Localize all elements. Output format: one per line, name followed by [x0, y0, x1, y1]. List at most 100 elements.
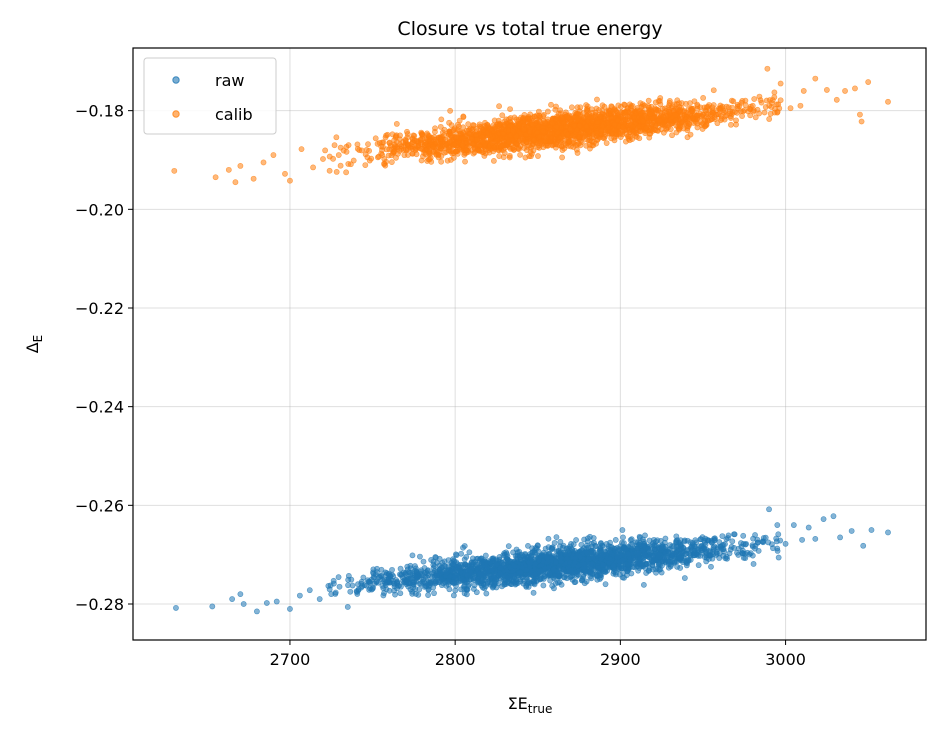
point-raw — [769, 541, 775, 548]
point-raw — [380, 592, 387, 599]
point-raw — [482, 552, 489, 559]
scatter-points — [171, 65, 891, 615]
point-calib — [366, 157, 373, 164]
point-raw — [766, 506, 772, 513]
point-raw — [581, 580, 588, 587]
point-raw — [254, 608, 260, 615]
point-raw — [391, 587, 398, 594]
point-calib — [424, 132, 431, 138]
point-calib — [473, 126, 480, 132]
point-calib — [488, 140, 495, 147]
point-raw — [450, 592, 457, 599]
point-raw — [483, 590, 490, 597]
point-raw — [536, 557, 542, 564]
point-raw — [344, 604, 351, 610]
point-raw — [607, 539, 613, 546]
point-calib — [603, 140, 610, 147]
point-raw — [553, 559, 559, 566]
legend-label-raw: raw — [215, 71, 244, 90]
point-calib — [391, 143, 398, 149]
point-calib — [333, 168, 340, 175]
point-calib — [733, 121, 739, 128]
point-calib — [310, 164, 316, 171]
point-calib — [535, 153, 541, 159]
point-calib — [662, 122, 668, 129]
point-calib — [391, 148, 398, 154]
point-raw — [397, 565, 404, 572]
point-calib — [287, 177, 293, 184]
point-calib — [430, 143, 436, 150]
point-raw — [658, 543, 665, 550]
point-raw — [364, 577, 371, 584]
point-raw — [731, 531, 737, 538]
point-calib — [617, 134, 624, 140]
point-calib — [717, 117, 724, 124]
point-calib — [771, 89, 778, 96]
point-calib — [631, 113, 637, 120]
point-calib — [752, 114, 759, 121]
point-calib — [534, 129, 541, 136]
point-calib — [506, 152, 513, 159]
point-calib — [507, 132, 514, 139]
point-calib — [763, 97, 770, 104]
point-calib — [771, 94, 778, 101]
point-calib — [689, 105, 696, 112]
point-calib — [573, 142, 579, 149]
point-raw — [491, 579, 498, 586]
point-calib — [643, 124, 650, 131]
point-raw — [414, 574, 420, 581]
point-calib — [606, 108, 613, 115]
point-calib — [540, 128, 547, 135]
point-raw — [518, 574, 525, 580]
point-raw — [383, 586, 390, 593]
point-calib — [574, 116, 581, 123]
point-calib — [679, 119, 686, 126]
point-calib — [606, 115, 612, 122]
point-calib — [171, 167, 178, 174]
point-calib — [566, 138, 572, 144]
point-raw — [397, 571, 403, 578]
point-calib — [672, 117, 679, 123]
legend-marker-calib — [172, 110, 180, 118]
point-raw — [540, 549, 547, 556]
point-calib — [553, 116, 560, 122]
point-raw — [402, 570, 409, 577]
point-raw — [635, 549, 642, 556]
point-raw — [558, 581, 565, 588]
point-calib — [833, 96, 840, 103]
point-raw — [498, 559, 505, 566]
point-raw — [720, 552, 727, 559]
point-calib — [461, 135, 468, 142]
point-raw — [424, 567, 431, 574]
point-raw — [306, 587, 313, 594]
point-raw — [868, 527, 875, 533]
y-tick-label: −0.18 — [75, 102, 124, 121]
point-calib — [586, 142, 593, 148]
point-calib — [435, 151, 442, 158]
point-raw — [404, 576, 411, 583]
point-raw — [385, 576, 391, 583]
point-calib — [496, 153, 503, 159]
point-raw — [464, 571, 470, 578]
point-calib — [757, 97, 764, 104]
point-raw — [397, 590, 404, 597]
point-calib — [751, 96, 758, 102]
point-calib — [608, 135, 615, 142]
point-calib — [637, 128, 643, 135]
point-calib — [599, 123, 605, 130]
point-calib — [672, 111, 679, 118]
point-raw — [643, 570, 650, 576]
point-calib — [445, 147, 452, 153]
point-calib — [528, 144, 534, 151]
point-raw — [547, 577, 554, 584]
point-calib — [858, 118, 865, 125]
point-calib — [739, 113, 745, 119]
point-calib — [553, 124, 560, 130]
point-raw — [367, 585, 373, 592]
point-raw — [330, 580, 337, 587]
point-calib — [557, 138, 564, 145]
point-raw — [433, 572, 440, 579]
point-calib — [337, 162, 344, 169]
point-raw — [619, 527, 626, 533]
point-calib — [622, 138, 629, 145]
